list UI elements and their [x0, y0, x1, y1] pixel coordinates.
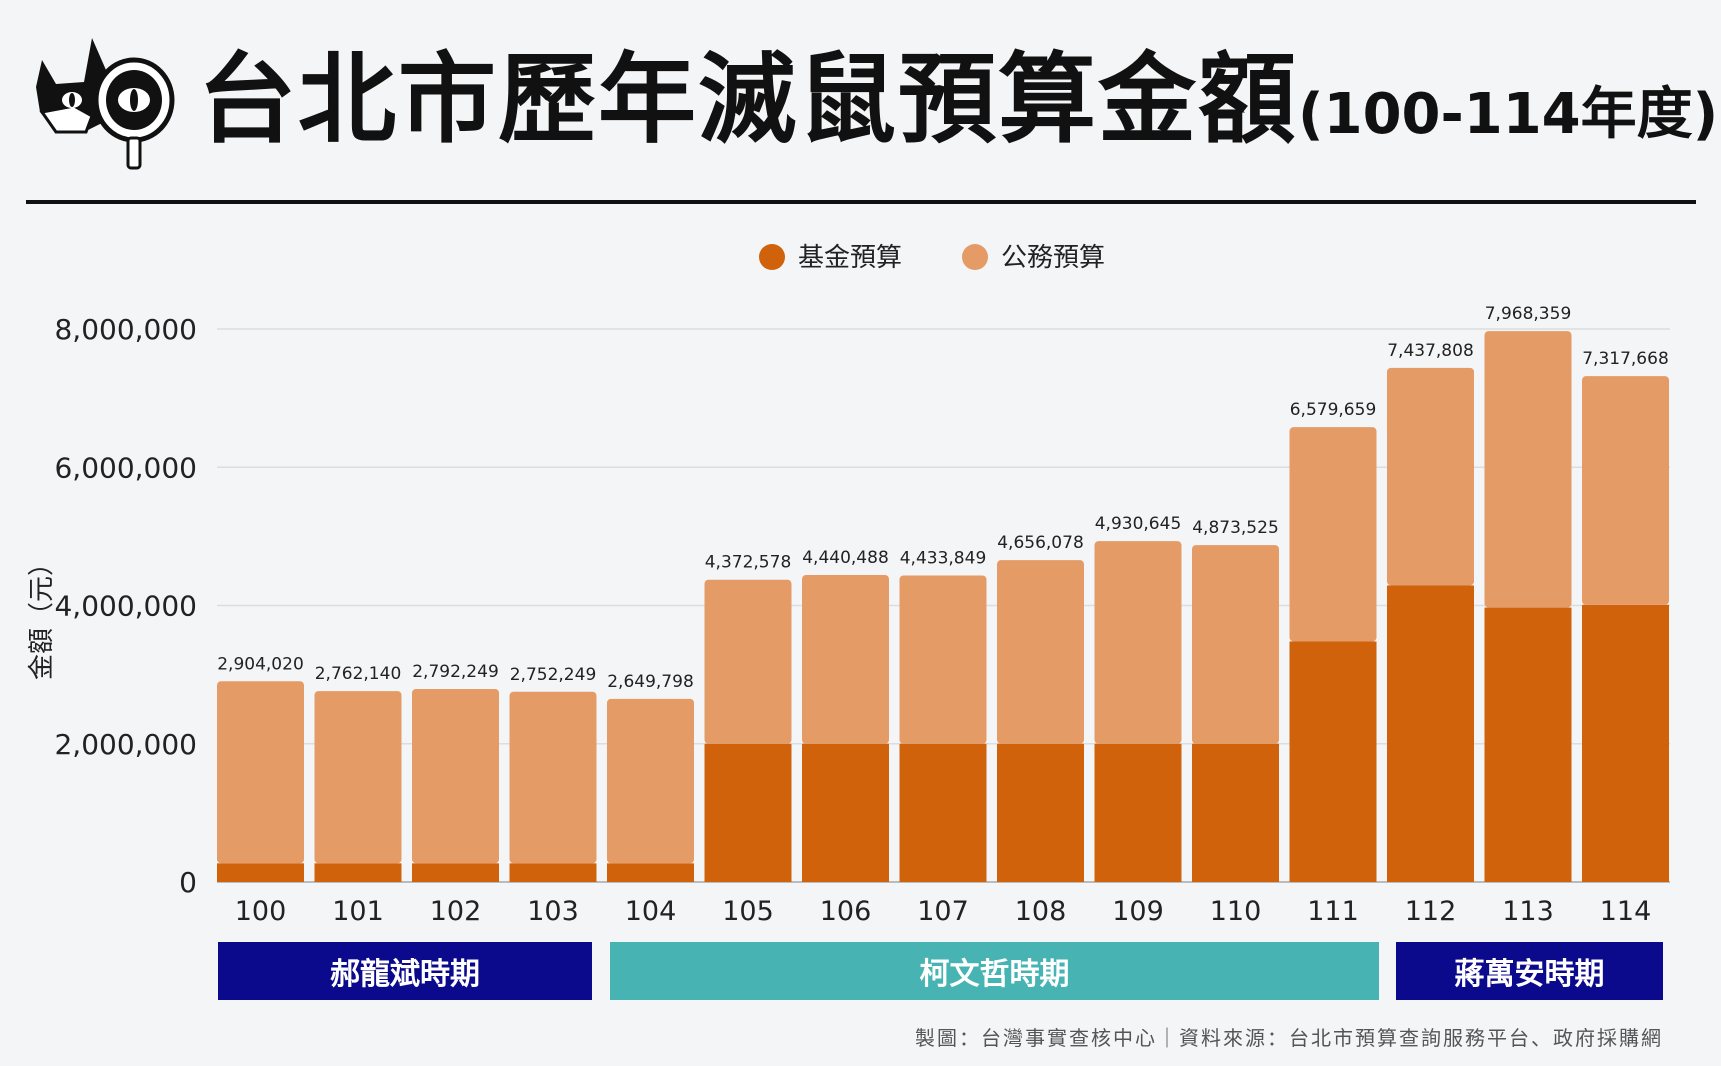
- x-tick-label: 104: [625, 896, 677, 927]
- legend-label: 基金預算: [798, 243, 902, 273]
- bar-segment: [314, 691, 402, 864]
- x-tick-label: 102: [430, 896, 482, 927]
- data-label: 4,930,645: [1095, 514, 1182, 534]
- x-tick-label: 111: [1307, 896, 1359, 927]
- x-tick-label: 101: [332, 896, 384, 927]
- y-tick-label: 8,000,000: [54, 313, 197, 346]
- data-label: 4,873,525: [1192, 518, 1279, 538]
- x-tick-label: 114: [1600, 896, 1652, 927]
- data-label: 7,968,359: [1485, 304, 1572, 324]
- y-tick-label: 6,000,000: [54, 451, 197, 484]
- bar-segment: [997, 560, 1084, 744]
- bar-segment: [1289, 641, 1377, 882]
- x-tick-label: 113: [1502, 896, 1554, 927]
- x-tick-label: 109: [1112, 896, 1164, 927]
- bar-segment: [1582, 604, 1669, 882]
- data-label: 2,762,140: [315, 664, 402, 684]
- page-title: 台北市歷年滅鼠預算金額(100-114年度): [198, 40, 1718, 175]
- data-label: 4,433,849: [900, 549, 987, 569]
- data-label: 4,372,578: [705, 553, 792, 573]
- bar-segment: [217, 681, 304, 864]
- bar-segment: [899, 575, 987, 744]
- bar-segment: [1289, 427, 1377, 642]
- bar-segment: [802, 743, 889, 882]
- bar-segment: [704, 743, 792, 882]
- data-label: 2,752,249: [510, 665, 597, 685]
- x-tick-label: 105: [722, 896, 774, 927]
- bar-segment: [1484, 331, 1572, 608]
- title-subtitle: (100-114年度): [1298, 82, 1719, 147]
- legend-swatch: [759, 244, 785, 270]
- bar-segment: [314, 863, 402, 882]
- bar-segment: [217, 863, 304, 882]
- title-divider: [26, 200, 1696, 204]
- y-axis-label: 金額（元）: [27, 550, 57, 680]
- data-label: 2,904,020: [217, 654, 304, 674]
- bar-segment: [509, 691, 597, 864]
- bar-segment: [1484, 607, 1572, 882]
- bar-segment: [997, 743, 1084, 882]
- data-label: 7,437,808: [1387, 341, 1474, 361]
- bar-segment: [607, 863, 694, 882]
- legend-swatch: [962, 244, 988, 270]
- bar-segment: [1192, 545, 1279, 744]
- data-label: 2,649,798: [607, 672, 694, 692]
- data-label: 4,440,488: [802, 548, 889, 568]
- x-tick-label: 100: [235, 896, 287, 927]
- bar-segment: [412, 863, 499, 882]
- y-tick-label: 2,000,000: [54, 728, 197, 761]
- y-tick-label: 0: [179, 866, 197, 899]
- bar-segment: [899, 743, 987, 882]
- period-band: 柯文哲時期: [610, 942, 1379, 1000]
- y-tick-label: 4,000,000: [54, 590, 197, 623]
- x-tick-label: 103: [527, 896, 579, 927]
- x-tick-label: 108: [1015, 896, 1067, 927]
- x-tick-label: 106: [820, 896, 872, 927]
- bar-segment: [412, 688, 499, 864]
- x-tick-label: 110: [1210, 896, 1262, 927]
- bar-segment: [1094, 541, 1182, 744]
- bar-segment: [802, 575, 889, 744]
- data-label: 7,317,668: [1582, 349, 1669, 369]
- bar-segment: [509, 863, 597, 882]
- bar-segment: [1582, 376, 1669, 605]
- bar-segment: [1094, 743, 1182, 882]
- legend-label: 公務預算: [1001, 243, 1105, 273]
- bar-segment: [1387, 585, 1474, 882]
- bar-segment: [704, 579, 792, 744]
- x-tick-label: 107: [917, 896, 969, 927]
- title-text: 台北市歷年滅鼠預算金額: [198, 43, 1299, 157]
- period-band: 郝龍斌時期: [218, 942, 592, 1000]
- bar-segment: [1192, 743, 1279, 882]
- data-label: 2,792,249: [412, 662, 499, 682]
- data-label: 4,656,078: [997, 533, 1084, 553]
- data-label: 6,579,659: [1290, 400, 1377, 420]
- cat-with-magnifier-logo: [36, 38, 175, 170]
- source-footer: 製圖：台灣事實查核中心｜資料來源：台北市預算查詢服務平台、政府採購網: [915, 1026, 1663, 1050]
- x-tick-label: 112: [1405, 896, 1457, 927]
- bar-segment: [1387, 367, 1474, 586]
- bar-segment: [607, 698, 694, 864]
- period-band: 蔣萬安時期: [1396, 942, 1663, 1000]
